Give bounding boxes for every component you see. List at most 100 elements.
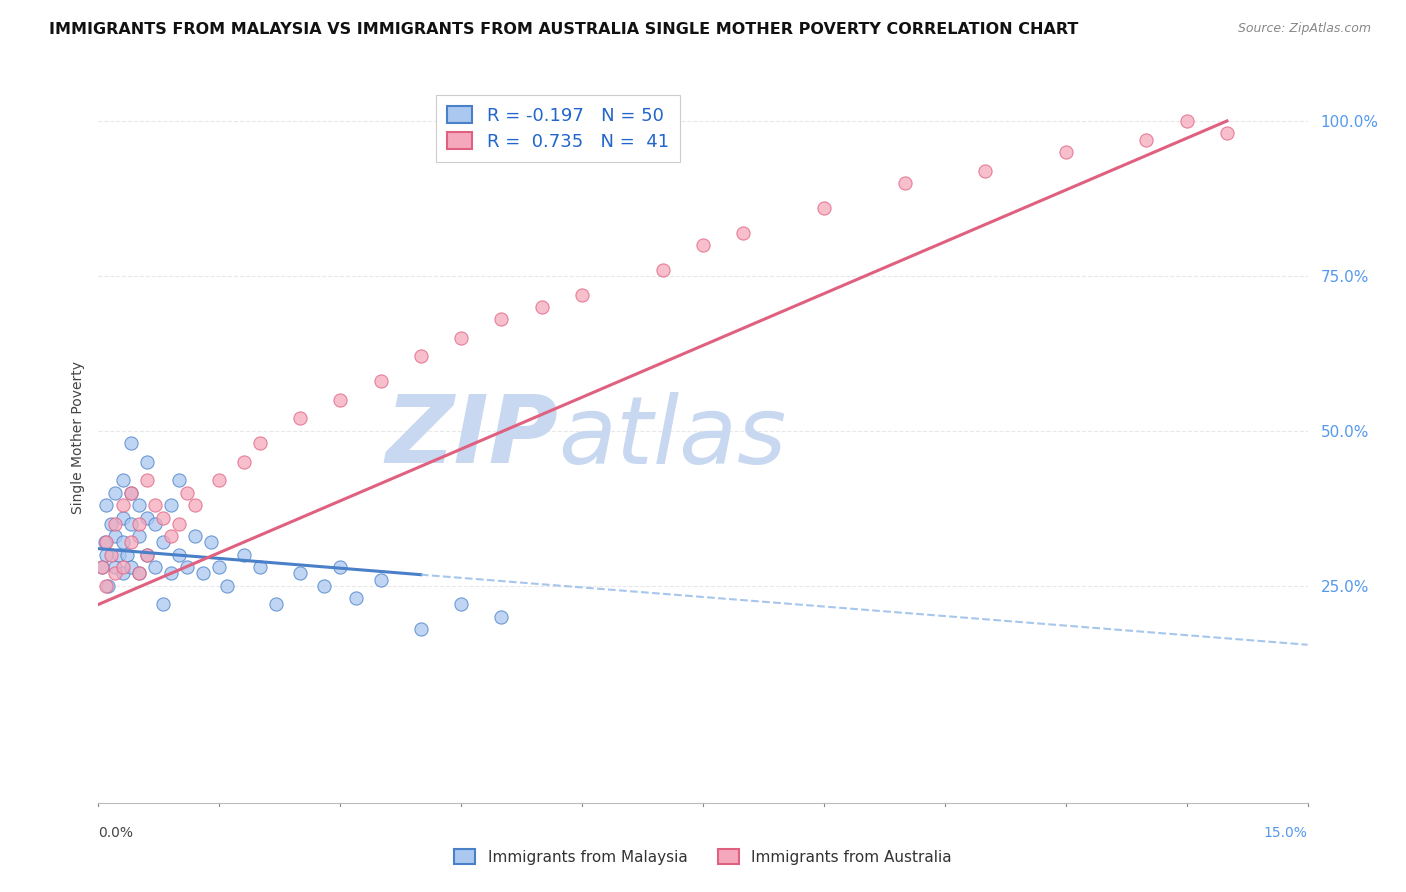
Text: 15.0%: 15.0% <box>1264 826 1308 840</box>
Point <box>135 474 157 488</box>
Point <box>160 529 183 543</box>
Point <box>314 579 336 593</box>
Point <box>208 560 231 574</box>
Point <box>344 591 367 606</box>
Point <box>100 516 122 531</box>
Point <box>96 548 118 562</box>
Point <box>135 510 157 524</box>
Point <box>103 566 125 581</box>
Text: IMMIGRANTS FROM MALAYSIA VS IMMIGRANTS FROM AUSTRALIA SINGLE MOTHER POVERTY CORR: IMMIGRANTS FROM MALAYSIA VS IMMIGRANTS F… <box>49 22 1078 37</box>
Point <box>91 560 114 574</box>
Point <box>651 262 673 277</box>
Point <box>152 535 174 549</box>
Point <box>491 610 513 624</box>
Point <box>111 498 134 512</box>
Point <box>450 331 472 345</box>
Point <box>115 548 138 562</box>
Point <box>135 548 157 562</box>
Point <box>329 560 352 574</box>
Point <box>232 455 254 469</box>
Text: atlas: atlas <box>558 392 786 483</box>
Point <box>103 529 125 543</box>
Point <box>111 535 134 549</box>
Point <box>288 411 311 425</box>
Y-axis label: Single Mother Poverty: Single Mother Poverty <box>70 360 84 514</box>
Point <box>103 486 125 500</box>
Point <box>329 392 352 407</box>
Point <box>249 560 271 574</box>
Point <box>1135 132 1157 146</box>
Point <box>692 238 714 252</box>
Point <box>120 436 142 450</box>
Point <box>120 486 142 500</box>
Point <box>120 535 142 549</box>
Point <box>893 176 915 190</box>
Point <box>135 548 157 562</box>
Point <box>103 516 125 531</box>
Point <box>370 374 392 388</box>
Point <box>450 598 472 612</box>
Point <box>143 560 166 574</box>
Point <box>94 535 117 549</box>
Point <box>152 598 174 612</box>
Point <box>111 560 134 574</box>
Point <box>249 436 271 450</box>
Text: ZIP: ZIP <box>385 391 558 483</box>
Point <box>167 474 190 488</box>
Point <box>409 622 432 636</box>
Point <box>176 560 198 574</box>
Point <box>733 226 755 240</box>
Point <box>143 498 166 512</box>
Point <box>96 579 118 593</box>
Point <box>97 579 120 593</box>
Point <box>193 566 215 581</box>
Point <box>128 566 150 581</box>
Point <box>128 566 150 581</box>
Point <box>1054 145 1077 159</box>
Point <box>120 516 142 531</box>
Point <box>143 516 166 531</box>
Point <box>111 474 134 488</box>
Point <box>1216 126 1239 140</box>
Point <box>184 529 207 543</box>
Point <box>103 560 125 574</box>
Point <box>128 516 150 531</box>
Point <box>96 498 118 512</box>
Point <box>264 598 287 612</box>
Point <box>100 548 122 562</box>
Point <box>232 548 254 562</box>
Point <box>1175 114 1198 128</box>
Point <box>217 579 239 593</box>
Point <box>160 498 183 512</box>
Text: 0.0%: 0.0% <box>98 826 134 840</box>
Point <box>184 498 207 512</box>
Point <box>111 566 134 581</box>
Point <box>91 560 114 574</box>
Text: Source: ZipAtlas.com: Source: ZipAtlas.com <box>1237 22 1371 36</box>
Point <box>200 535 222 549</box>
Point <box>409 350 432 364</box>
Legend: Immigrants from Malaysia, Immigrants from Australia: Immigrants from Malaysia, Immigrants fro… <box>449 843 957 871</box>
Point <box>160 566 183 581</box>
Point <box>208 474 231 488</box>
Point <box>167 516 190 531</box>
Point <box>135 455 157 469</box>
Point <box>120 486 142 500</box>
Point <box>152 510 174 524</box>
Point <box>813 201 835 215</box>
Point <box>176 486 198 500</box>
Point <box>571 287 593 301</box>
Point <box>128 529 150 543</box>
Point <box>128 498 150 512</box>
Point <box>167 548 190 562</box>
Point <box>288 566 311 581</box>
Point <box>491 312 513 326</box>
Point <box>107 548 129 562</box>
Point <box>974 163 997 178</box>
Point <box>96 535 118 549</box>
Point <box>370 573 392 587</box>
Point <box>120 560 142 574</box>
Point <box>111 510 134 524</box>
Legend: R = -0.197   N = 50, R =  0.735   N =  41: R = -0.197 N = 50, R = 0.735 N = 41 <box>436 95 679 161</box>
Point <box>530 300 553 314</box>
